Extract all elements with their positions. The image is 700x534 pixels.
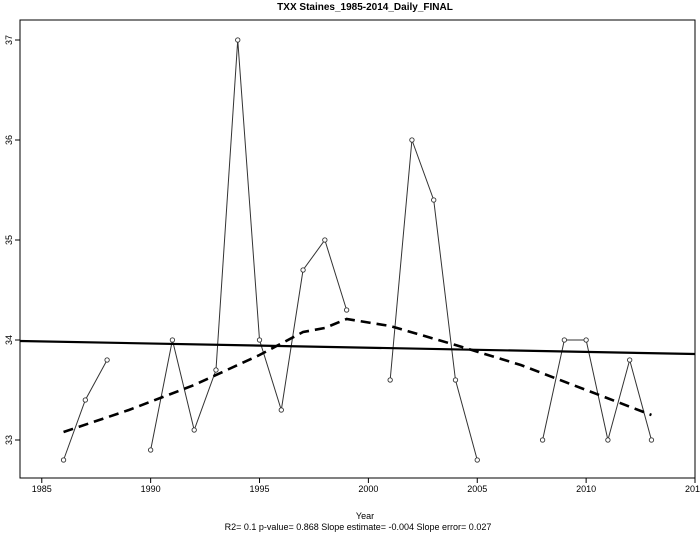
data-point-marker: [583, 337, 589, 343]
y-tick-label: 34: [4, 335, 14, 345]
x-axis: 1985 1990 1995 2000 2005 2010 2015: [32, 478, 700, 494]
x-tick-label: 1985: [32, 484, 52, 494]
x-tick-label: 2010: [576, 484, 596, 494]
data-point-marker: [191, 427, 197, 433]
data-point-marker: [561, 337, 568, 343]
y-axis: 33 34 35 36 37: [4, 35, 20, 445]
data-point-marker: [627, 357, 633, 363]
data-point-marker: [213, 367, 219, 373]
x-tick-label: 1995: [250, 484, 270, 494]
data-series-line: [150, 39, 348, 451]
chart-title: TXX Staines_1985-2014_Daily_FINAL: [277, 2, 453, 13]
data-point-marker: [235, 37, 241, 43]
data-point-marker: [169, 337, 176, 343]
data-point-marker: [431, 197, 437, 203]
data-point-marker: [343, 307, 350, 313]
data-point-marker: [452, 377, 459, 383]
data-point-marker: [409, 137, 415, 143]
data-point-marker: [147, 447, 154, 453]
data-point-marker: [278, 407, 284, 413]
data-point-marker: [539, 437, 546, 443]
y-tick-label: 35: [4, 235, 14, 245]
data-point-marker: [82, 397, 88, 403]
data-point-marker: [256, 337, 263, 343]
x-axis-label: Year: [356, 511, 374, 521]
data-point-marker: [60, 457, 67, 463]
data-series-line: [389, 139, 478, 461]
data-point-marker: [300, 267, 306, 273]
data-series-line: [542, 339, 652, 441]
data-point-marker: [387, 377, 393, 383]
x-tick-label: 2000: [358, 484, 378, 494]
x-tick-label: 2015: [685, 484, 700, 494]
smoothed-trend-line: [63, 317, 652, 434]
data-point-marker: [648, 437, 655, 443]
series-layer: [19, 37, 696, 463]
y-tick-label: 36: [4, 135, 14, 145]
regression-stats: R2= 0.1 p-value= 0.868 Slope estimate= -…: [225, 522, 492, 532]
y-tick-label: 37: [4, 35, 14, 45]
data-point-marker: [104, 357, 110, 363]
data-series-line: [63, 359, 108, 461]
plot-frame: [19, 19, 696, 479]
data-point-marker: [605, 437, 611, 443]
data-point-marker: [474, 457, 480, 463]
data-point-marker: [322, 237, 328, 243]
x-tick-label: 2005: [467, 484, 487, 494]
y-tick-label: 33: [4, 435, 14, 445]
x-tick-label: 1990: [141, 484, 161, 494]
linear-trend-line: [19, 339, 696, 356]
